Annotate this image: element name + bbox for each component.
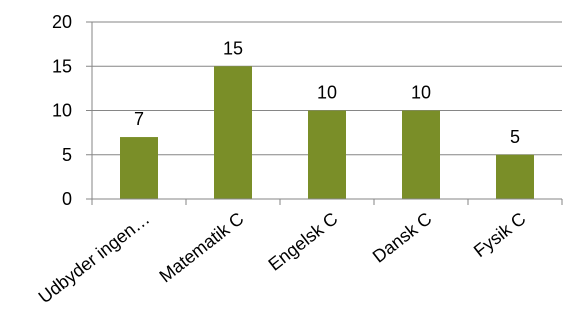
bar xyxy=(120,137,158,199)
x-tick-label: Udbyder ingen… xyxy=(35,208,154,307)
data-labels: 7 15 10 10 5 xyxy=(134,38,520,147)
data-label: 5 xyxy=(510,127,520,147)
data-label: 7 xyxy=(134,109,144,129)
bar xyxy=(214,66,252,199)
bar xyxy=(308,110,346,199)
x-tick-label: Engelsk C xyxy=(264,208,341,274)
data-label: 10 xyxy=(317,83,337,103)
data-label: 10 xyxy=(411,83,431,103)
bars xyxy=(120,66,534,199)
x-tick-label: Fysik C xyxy=(470,208,530,261)
axes xyxy=(86,21,563,205)
y-tick-label: 15 xyxy=(52,56,72,76)
bar xyxy=(402,110,440,199)
bar xyxy=(496,154,534,199)
y-tick-label: 0 xyxy=(62,189,72,209)
x-tick-labels: Udbyder ingen… Matematik C Engelsk C Dansk … xyxy=(35,208,530,307)
y-tick-label: 10 xyxy=(52,101,72,121)
y-tick-label: 20 xyxy=(52,12,72,32)
x-tick-label: Matematik C xyxy=(156,208,248,286)
data-label: 15 xyxy=(223,38,243,58)
y-tick-labels: 0 5 10 15 20 xyxy=(52,12,72,209)
x-tick-label: Dansk C xyxy=(369,208,436,266)
y-tick-label: 5 xyxy=(62,145,72,165)
